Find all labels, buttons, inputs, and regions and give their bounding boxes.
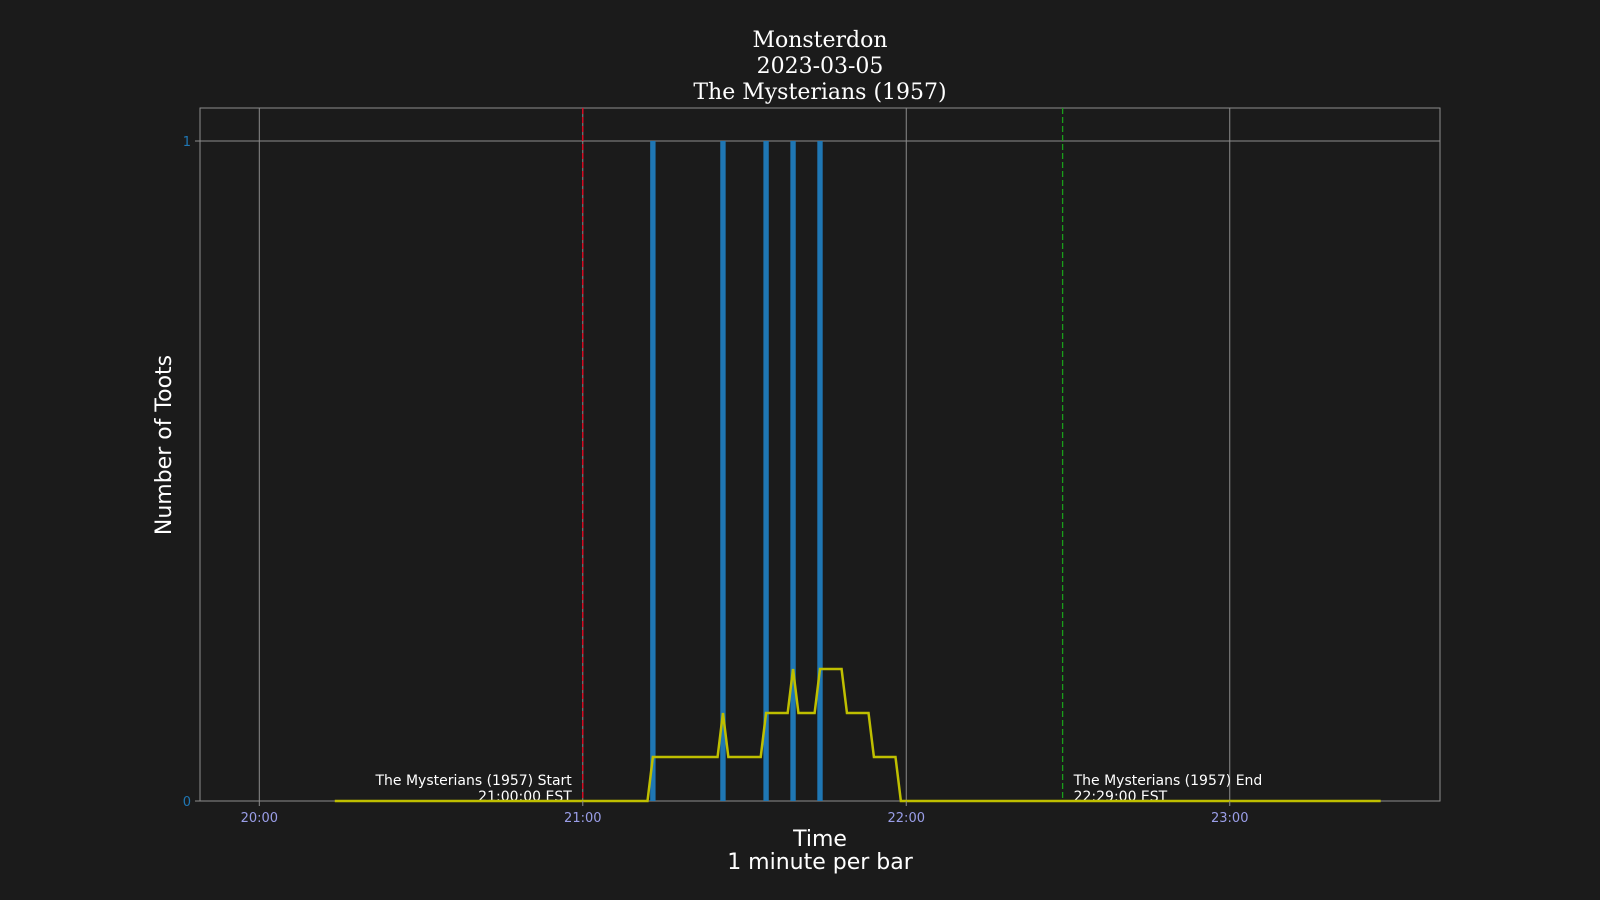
y-tick-label-1: 1: [183, 135, 191, 150]
rolling-average-line: [334, 667, 1381, 803]
y-tick-label-0: 0: [183, 795, 191, 810]
chart-title-line-3: The Mysterians (1957): [693, 80, 946, 105]
x-tick-label-1: 21:00: [564, 811, 601, 826]
event-label-1: The Mysterians (1957) End: [1073, 773, 1263, 789]
x-tick-label-3: 23:00: [1211, 811, 1248, 826]
bar-0: [650, 141, 656, 801]
event-label-0: The Mysterians (1957) Start: [374, 773, 572, 789]
chart-title-line-2: 2023-03-05: [757, 54, 884, 79]
y-axis-label: Number of Toots: [152, 355, 177, 535]
event-time-1: 22:29:00 EST: [1074, 789, 1168, 805]
x-axis-ticks: 20:00 21:00 22:00 23:00: [241, 801, 1248, 826]
bar-4: [817, 141, 823, 801]
bar-2: [763, 141, 769, 801]
x-tick-label-0: 20:00: [241, 811, 278, 826]
bars: [650, 141, 823, 801]
bar-3: [790, 141, 796, 801]
chart-title: Monsterdon 2023-03-05 The Mysterians (19…: [693, 28, 946, 105]
x-axis-sublabel: 1 minute per bar: [727, 850, 914, 875]
chart-title-line-1: Monsterdon: [752, 28, 887, 53]
x-axis-label: Time: [792, 827, 847, 852]
y-axis-ticks: 01: [183, 135, 200, 810]
event-time-0: 21:00:00 EST: [478, 789, 572, 805]
bar-1: [720, 141, 726, 801]
x-tick-label-2: 22:00: [888, 811, 925, 826]
